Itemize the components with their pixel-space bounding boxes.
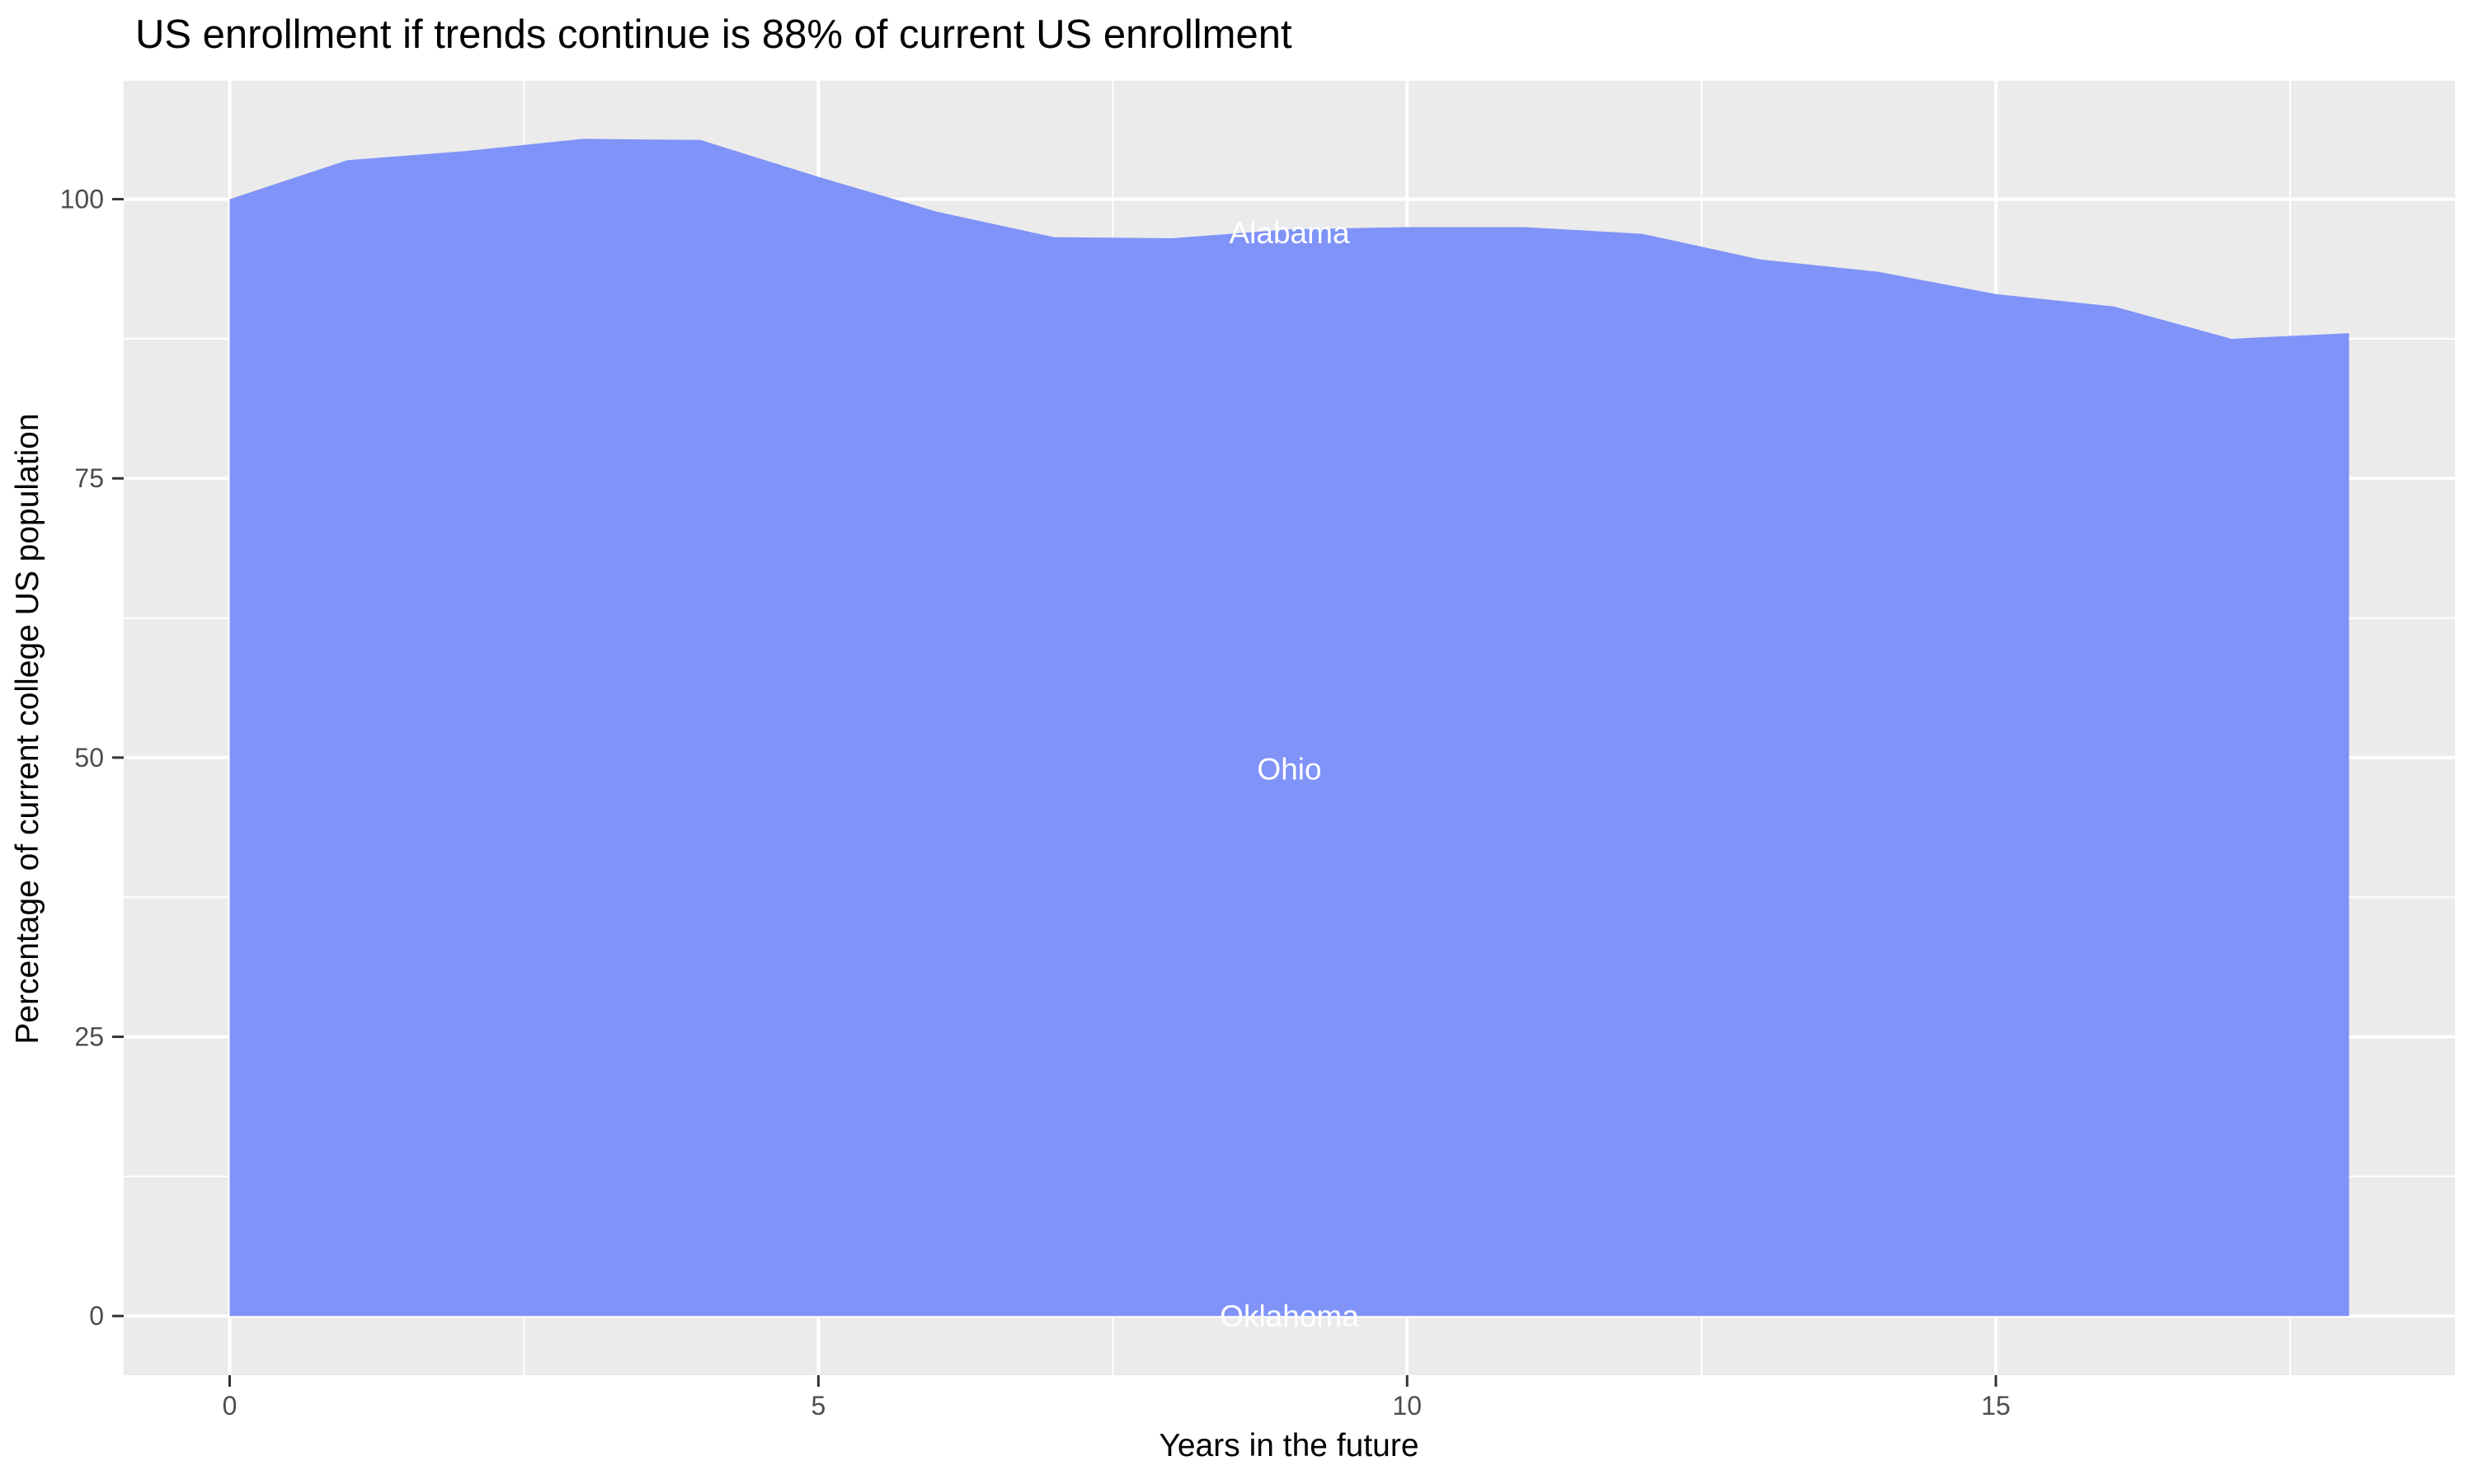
x-axis-title: Years in the future: [1159, 1428, 1418, 1463]
y-tick-label: 100: [60, 185, 104, 214]
y-tick-label: 0: [89, 1301, 104, 1331]
enrollment-area: [229, 139, 2349, 1317]
y-tick-label: 75: [74, 463, 104, 493]
chart-title: US enrollment if trends continue is 88% …: [135, 12, 1292, 57]
x-tick-label: 15: [1981, 1391, 2011, 1421]
y-axis-title: Percentage of current college US populat…: [10, 413, 45, 1044]
area-label-alabama: Alabama: [1229, 216, 1349, 250]
y-tick-label: 25: [74, 1022, 104, 1052]
x-tick-label: 5: [811, 1391, 825, 1421]
x-tick-label: 10: [1392, 1391, 1422, 1421]
area-label-oklahoma: Oklahoma: [1220, 1299, 1359, 1333]
x-tick-label: 0: [223, 1391, 238, 1421]
y-tick-label: 50: [74, 743, 104, 773]
plot-panel-group: Alabama Ohio Oklahoma 0 5 10 15 0 25 50 75 100: [60, 81, 2455, 1421]
area-label-ohio: Ohio: [1257, 752, 1321, 786]
